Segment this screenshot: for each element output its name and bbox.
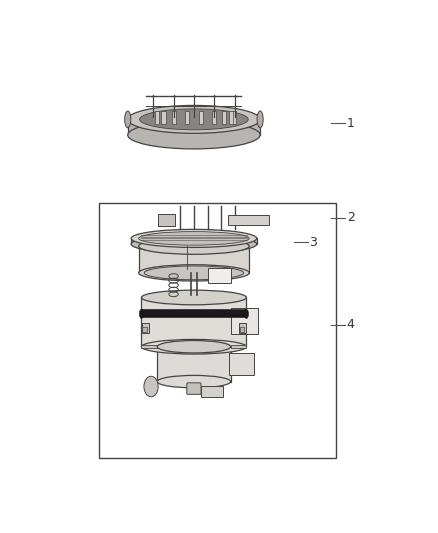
Polygon shape: [139, 246, 249, 273]
Polygon shape: [141, 297, 247, 347]
Ellipse shape: [157, 341, 231, 353]
Ellipse shape: [139, 238, 249, 254]
Ellipse shape: [144, 266, 244, 280]
Ellipse shape: [257, 111, 263, 128]
Ellipse shape: [128, 121, 260, 149]
FancyBboxPatch shape: [142, 327, 147, 332]
Ellipse shape: [131, 235, 257, 253]
Polygon shape: [185, 111, 189, 124]
Ellipse shape: [139, 265, 249, 281]
FancyBboxPatch shape: [187, 383, 201, 394]
Polygon shape: [223, 111, 226, 124]
FancyBboxPatch shape: [240, 327, 244, 332]
Ellipse shape: [140, 109, 248, 130]
Polygon shape: [141, 345, 157, 349]
FancyBboxPatch shape: [99, 204, 336, 458]
Polygon shape: [231, 345, 247, 349]
Polygon shape: [141, 312, 247, 314]
Ellipse shape: [125, 111, 131, 128]
Polygon shape: [141, 314, 247, 317]
FancyBboxPatch shape: [229, 353, 254, 375]
FancyBboxPatch shape: [201, 386, 223, 397]
Polygon shape: [232, 111, 236, 124]
Ellipse shape: [157, 375, 231, 388]
Polygon shape: [229, 111, 233, 124]
Ellipse shape: [141, 340, 247, 354]
Ellipse shape: [131, 229, 257, 247]
Text: 4: 4: [346, 318, 354, 331]
Ellipse shape: [141, 290, 247, 305]
Text: 2: 2: [346, 212, 354, 224]
Polygon shape: [212, 111, 216, 124]
FancyBboxPatch shape: [228, 215, 268, 225]
FancyBboxPatch shape: [158, 214, 175, 227]
Polygon shape: [131, 238, 257, 244]
FancyBboxPatch shape: [231, 308, 258, 334]
Ellipse shape: [144, 376, 158, 397]
Polygon shape: [172, 111, 176, 124]
Ellipse shape: [139, 232, 249, 245]
Polygon shape: [128, 119, 260, 135]
Polygon shape: [162, 111, 166, 124]
Polygon shape: [157, 347, 231, 382]
Text: 3: 3: [309, 236, 317, 249]
Polygon shape: [155, 111, 159, 124]
Ellipse shape: [244, 309, 248, 318]
Polygon shape: [141, 309, 247, 312]
Ellipse shape: [128, 106, 260, 133]
FancyBboxPatch shape: [239, 323, 247, 333]
FancyBboxPatch shape: [142, 323, 149, 333]
Ellipse shape: [139, 309, 144, 318]
Polygon shape: [199, 111, 203, 124]
Text: 1: 1: [346, 117, 354, 130]
FancyBboxPatch shape: [208, 268, 231, 283]
